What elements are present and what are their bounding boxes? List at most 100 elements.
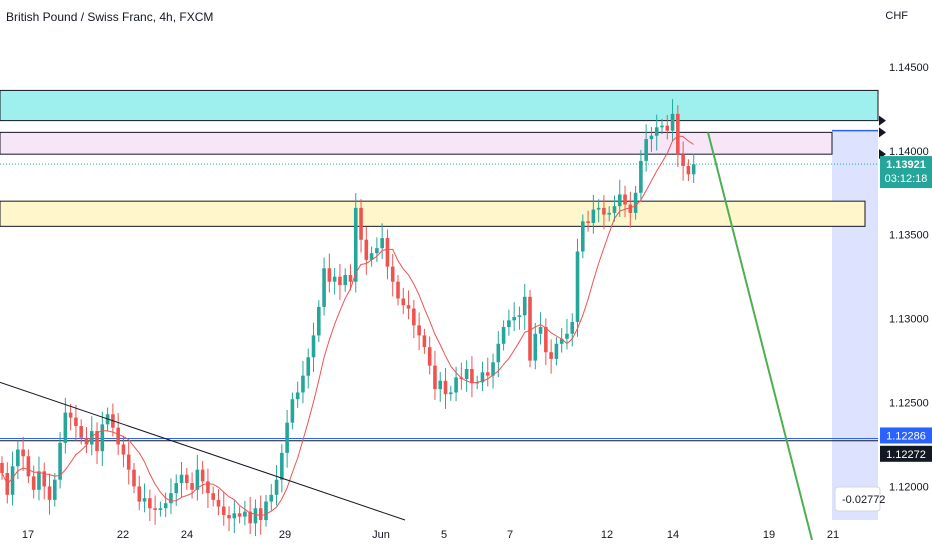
candle-body (385, 238, 390, 267)
y-tick-label: 1.13500 (889, 230, 929, 242)
candle-body (517, 315, 522, 317)
candle-body (533, 333, 538, 361)
candle-body (301, 375, 305, 393)
candle-body (290, 399, 295, 423)
candle-body (317, 306, 321, 336)
candle-body (691, 164, 696, 175)
candle-body (554, 343, 559, 359)
candle-body (665, 125, 670, 131)
price-label-box (880, 156, 932, 189)
candle-body (79, 426, 83, 438)
candle-body (216, 499, 221, 507)
y-tick-label: 1.14000 (889, 146, 929, 158)
candle-body (243, 511, 247, 517)
candle-body (126, 454, 131, 470)
candle-body (332, 276, 337, 282)
candle-body (475, 382, 479, 384)
candle-body (470, 368, 474, 383)
candle-body (359, 207, 363, 240)
candle-body (237, 513, 242, 517)
candle-body (264, 501, 268, 520)
candle-body (380, 238, 384, 249)
candle-body (454, 377, 458, 393)
blue-level-label-text: 1.12286 (886, 430, 926, 442)
x-tick-label: 12 (601, 529, 613, 541)
candle-body (401, 298, 406, 306)
candle-body (338, 276, 342, 286)
candle-body (617, 194, 622, 207)
candle-body (480, 372, 485, 383)
candle-body (607, 212, 611, 215)
candle-body (375, 248, 379, 254)
candle-body (686, 165, 691, 175)
candle-body (464, 368, 469, 380)
candle-body (295, 392, 300, 400)
candle-body (575, 251, 580, 322)
candle-body (591, 209, 596, 223)
candle-body (258, 508, 263, 520)
black-level-label-text: 1.12272 (886, 449, 926, 461)
candle-body (538, 327, 543, 334)
candle-body (137, 486, 142, 502)
moving-average-line (1, 135, 694, 517)
candle-body (311, 335, 316, 358)
candle-body (449, 392, 453, 395)
x-tick-label: 24 (181, 529, 193, 541)
candle-body (195, 469, 200, 490)
candle-body (507, 320, 511, 328)
candle-body (211, 493, 215, 500)
candle-body (639, 160, 643, 193)
candle-body (31, 476, 36, 490)
candle-body (522, 296, 527, 316)
projection-line-green (707, 132, 813, 541)
candle-body (496, 343, 501, 363)
candle-body (227, 514, 231, 519)
black-level-label-box (880, 445, 932, 462)
candle-body (280, 452, 284, 480)
price-label-text: 1.13921 (886, 159, 926, 171)
candle-body (68, 412, 73, 418)
candle-body (501, 327, 506, 344)
candle-body (153, 508, 157, 510)
y-tick-label: 1.14500 (889, 62, 929, 74)
candle-body (221, 506, 226, 515)
candle-body (544, 327, 548, 353)
candle-body (570, 321, 575, 334)
candle-body (549, 352, 553, 359)
candle-body (485, 372, 490, 376)
projection-box (832, 130, 878, 520)
candle-body (602, 207, 606, 215)
y-tick-label: 1.12000 (889, 481, 929, 493)
candle-body (53, 479, 57, 500)
candle-body (528, 296, 532, 361)
candle-body (327, 268, 332, 282)
candle-body (16, 449, 20, 467)
candle-body (406, 305, 411, 309)
candle-body (37, 471, 41, 490)
candle-body (163, 503, 168, 509)
candle-body (0, 462, 4, 474)
candle-body (353, 207, 358, 282)
candle-body (306, 357, 311, 376)
candle-body (612, 206, 617, 213)
candle-body (42, 471, 47, 487)
candle-body (649, 135, 654, 140)
candle-body (269, 494, 274, 502)
candle-body (343, 275, 347, 286)
candle-body (74, 417, 78, 427)
candle-body (185, 474, 189, 484)
candle-body (633, 192, 638, 213)
candle-body (628, 204, 633, 213)
candle-body (21, 449, 25, 457)
candle-body (116, 427, 120, 445)
measure-label-text: -0.02772 (842, 494, 885, 506)
candle-body (491, 362, 495, 376)
candle-body (26, 456, 31, 477)
blue-level-label-box (880, 427, 932, 444)
candle-body (10, 466, 15, 495)
candle-body (142, 498, 147, 502)
candle-body (670, 113, 675, 131)
candle-body (285, 422, 289, 453)
